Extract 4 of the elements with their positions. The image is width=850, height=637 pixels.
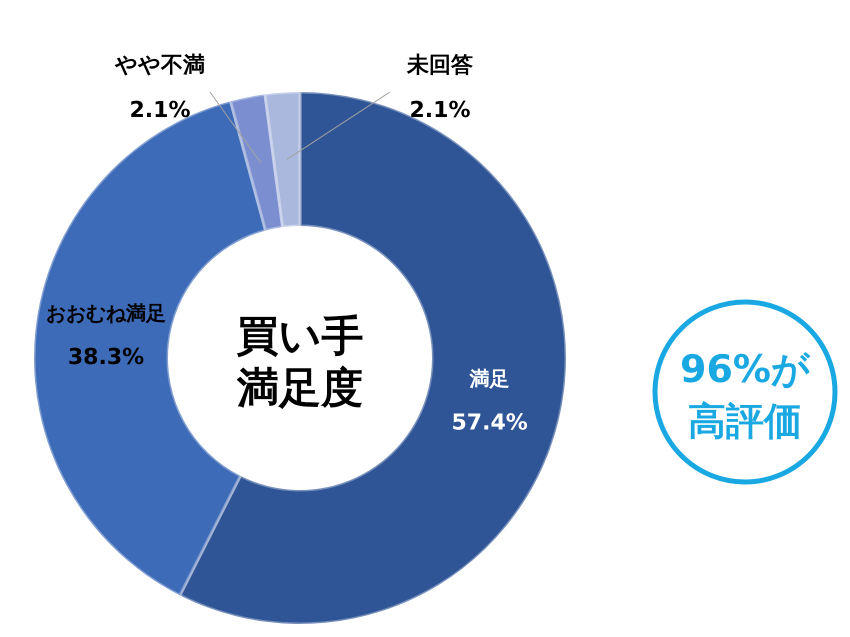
- title: 満足度: [237, 363, 363, 412]
- annotation: 96%が: [680, 347, 810, 391]
- annotation: 高評価: [688, 399, 802, 443]
- title: 買い手: [236, 311, 364, 360]
